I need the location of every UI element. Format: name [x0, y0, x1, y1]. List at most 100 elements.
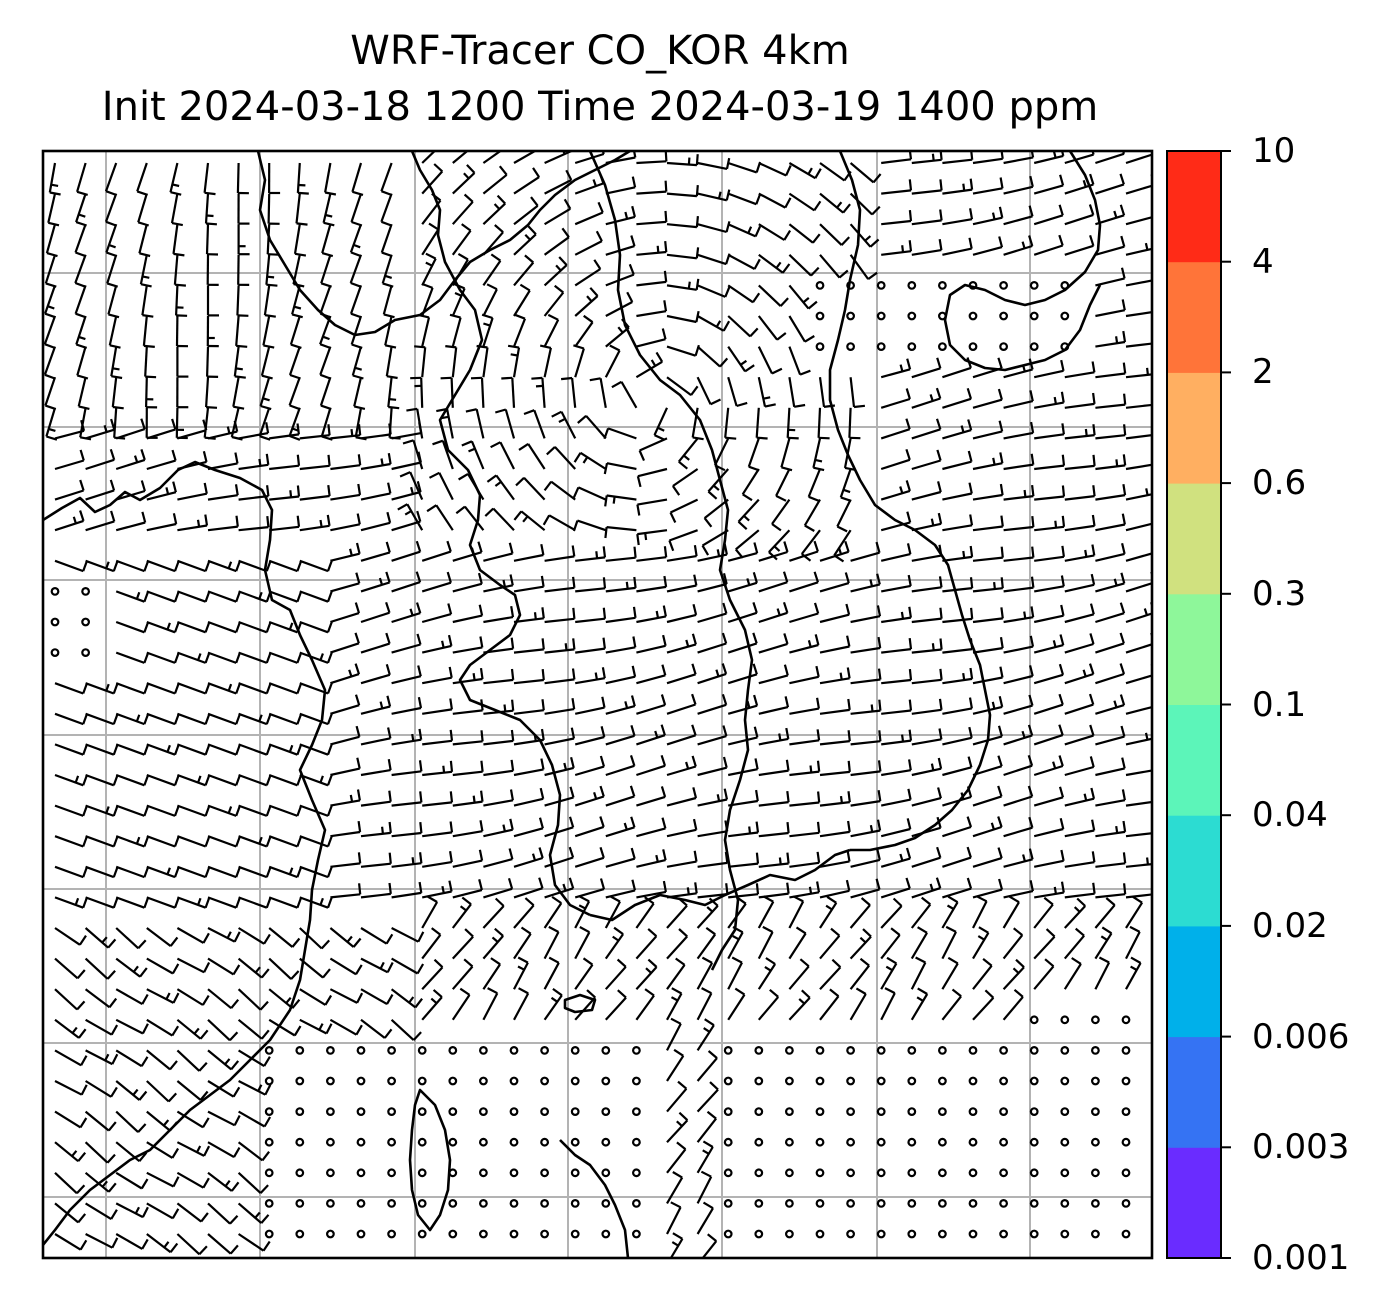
wind-barb-staff — [849, 192, 873, 216]
wind-barb-staff — [850, 551, 880, 562]
wind-barb-feather — [937, 481, 942, 493]
wind-barb-half-feather — [72, 516, 77, 524]
wind-barb-feather — [508, 542, 514, 554]
wind-barb-half-feather — [990, 822, 995, 830]
wind-barb-half-feather — [960, 425, 965, 433]
wind-barb-staff — [269, 433, 300, 440]
wind-barb-staff — [43, 346, 57, 376]
wind-barb-staff — [207, 1141, 235, 1159]
wind-barb-feather — [204, 896, 211, 909]
wind-barb-staff — [696, 905, 719, 929]
wind-barb-feather — [82, 805, 89, 817]
wind-barb-feather — [877, 760, 882, 772]
wind-barb-feather — [78, 934, 87, 946]
wind-barb-staff — [380, 223, 393, 253]
wind-barb-staff — [574, 825, 605, 838]
wind-barb-staff — [911, 367, 941, 379]
wind-barb-feather — [76, 1184, 86, 1195]
wind-barb-staff — [636, 280, 667, 287]
wind-barb-staff — [727, 673, 758, 685]
wind-barb-feather — [554, 284, 564, 294]
wind-barb-feather — [573, 452, 582, 463]
calm-wind-marker — [601, 1137, 611, 1147]
wind-barb-staff — [299, 988, 326, 1006]
wind-barb-staff — [544, 648, 575, 654]
wind-barb-half-feather — [133, 455, 139, 463]
wind-barb-staff — [205, 224, 210, 255]
calm-wind-marker — [1153, 1108, 1160, 1115]
wind-barb-half-feather — [227, 806, 233, 814]
wind-barb-feather — [1089, 756, 1095, 768]
wind-barb-feather — [112, 805, 119, 817]
wind-barb-staff — [881, 769, 911, 777]
wind-barb-staff — [972, 556, 1003, 562]
wind-barb-staff — [789, 581, 819, 593]
wind-barb-staff — [360, 521, 391, 532]
wind-barb-feather — [771, 523, 782, 532]
wind-barb-feather — [704, 1018, 715, 1027]
wind-barb-feather — [486, 474, 497, 483]
wind-barb-staff — [268, 927, 294, 948]
calm-wind-marker — [417, 1168, 427, 1178]
wind-barb-staff — [605, 705, 636, 715]
wind-barb-feather — [416, 481, 422, 493]
wind-barb-half-feather — [47, 305, 55, 310]
wind-barb-staff — [574, 706, 605, 715]
wind-barb-feather — [691, 633, 697, 645]
wind-barb-staff — [84, 1110, 110, 1132]
wind-barb-staff — [574, 735, 605, 746]
wind-barb-staff — [176, 1141, 205, 1157]
wind-barb-half-feather — [433, 143, 438, 148]
wind-barb-feather — [265, 713, 272, 725]
wind-barb-feather — [799, 369, 811, 376]
wind-barb-staff — [236, 162, 240, 194]
calm-wind-marker — [938, 281, 947, 290]
wind-barb-staff — [299, 896, 329, 909]
wind-barb-feather — [173, 560, 180, 572]
wind-barb-feather — [1000, 577, 1004, 589]
wind-barb-staff — [972, 825, 1002, 838]
wind-barb-feather — [892, 897, 903, 907]
wind-barb-feather — [676, 1141, 687, 1151]
wind-barb-feather — [572, 607, 576, 619]
wind-barb-staff — [1063, 905, 1087, 929]
wind-barb-feather — [296, 652, 303, 664]
wind-barb-staff — [268, 865, 298, 879]
wind-barb-half-feather — [533, 612, 537, 620]
wind-barb-feather — [110, 1209, 118, 1220]
calm-wind-marker — [356, 1137, 366, 1147]
wind-barb-feather — [654, 434, 665, 441]
wind-barb-feather — [265, 866, 272, 878]
wind-barb-staff — [575, 677, 605, 685]
wind-barb-half-feather — [517, 965, 525, 971]
wind-barb-half-feather — [1084, 428, 1088, 437]
wind-barb-feather — [998, 878, 1004, 890]
wind-barb-staff — [670, 498, 699, 514]
wind-barb-feather — [259, 1184, 269, 1194]
wind-barb-staff — [47, 193, 57, 224]
wind-barb-staff — [513, 738, 544, 746]
wind-barb-half-feather — [349, 548, 353, 556]
wind-barb-staff — [176, 1080, 202, 1101]
wind-barb-staff — [177, 865, 206, 879]
wind-barb-staff — [142, 315, 148, 347]
wind-barb-staff — [1003, 616, 1034, 624]
wind-barb-half-feather — [379, 961, 385, 970]
wind-barb-feather — [326, 805, 333, 817]
wind-barb-staff — [513, 261, 535, 287]
wind-barb-feather — [77, 1213, 87, 1224]
wind-barb-staff — [1033, 903, 1054, 929]
wind-barb-half-feather — [773, 545, 781, 552]
wind-barb-staff — [942, 397, 972, 409]
calm-wind-marker — [295, 1076, 305, 1086]
wind-barb-staff — [513, 553, 544, 562]
wind-barb-staff — [351, 162, 363, 193]
calm-wind-marker — [326, 1168, 335, 1178]
wind-barb-staff — [560, 411, 577, 439]
wind-barb-staff — [349, 223, 363, 253]
wind-barb-half-feather — [776, 608, 781, 616]
wind-barb-feather — [937, 512, 943, 525]
wind-barb-feather — [357, 852, 362, 864]
wind-barb-staff — [771, 498, 791, 525]
wind-barb-feather — [677, 1080, 688, 1090]
